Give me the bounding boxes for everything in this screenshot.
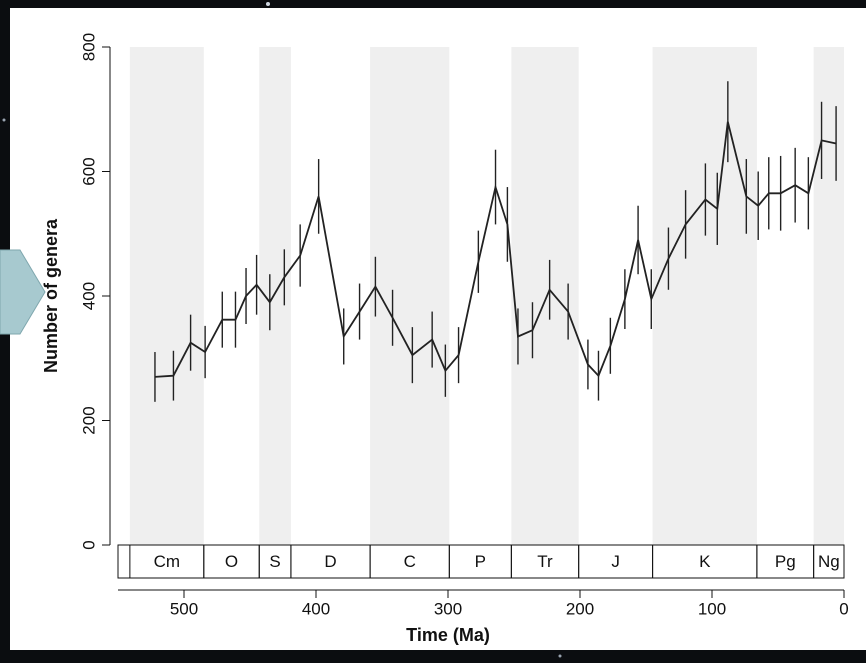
period-label: J — [611, 552, 620, 571]
star — [3, 119, 6, 122]
x-tick-label: 100 — [698, 599, 726, 618]
period-shade — [130, 47, 204, 545]
y-tick-label: 200 — [79, 406, 98, 434]
x-tick-label: 300 — [434, 599, 462, 618]
star — [559, 655, 562, 658]
y-tick-label: 800 — [79, 33, 98, 61]
period-label: Ng — [818, 552, 840, 571]
x-tick-label: 400 — [302, 599, 330, 618]
x-tick-label: 0 — [839, 599, 848, 618]
period-label: S — [269, 552, 280, 571]
x-axis-label: Time (Ma) — [406, 625, 490, 645]
y-tick-label: 0 — [79, 540, 98, 549]
period-label: O — [225, 552, 238, 571]
y-tick-label: 600 — [79, 157, 98, 185]
x-tick-label: 200 — [566, 599, 594, 618]
period-label: Cm — [154, 552, 180, 571]
period-shade — [370, 47, 449, 545]
star — [266, 2, 270, 6]
period-label: Pg — [775, 552, 796, 571]
y-axis-label: Number of genera — [41, 218, 61, 373]
y-tick-label: 400 — [79, 282, 98, 310]
period-shade — [814, 47, 844, 545]
period-label: K — [699, 552, 711, 571]
period-label: Tr — [537, 552, 553, 571]
period-label: C — [404, 552, 416, 571]
period-label: D — [324, 552, 336, 571]
x-tick-label: 500 — [170, 599, 198, 618]
period-shade — [653, 47, 757, 545]
period-label: P — [475, 552, 486, 571]
screen: Cm O S D C P Tr J K Pg Ng 0 200 400 600 800 500 400 300 200… — [0, 0, 866, 663]
